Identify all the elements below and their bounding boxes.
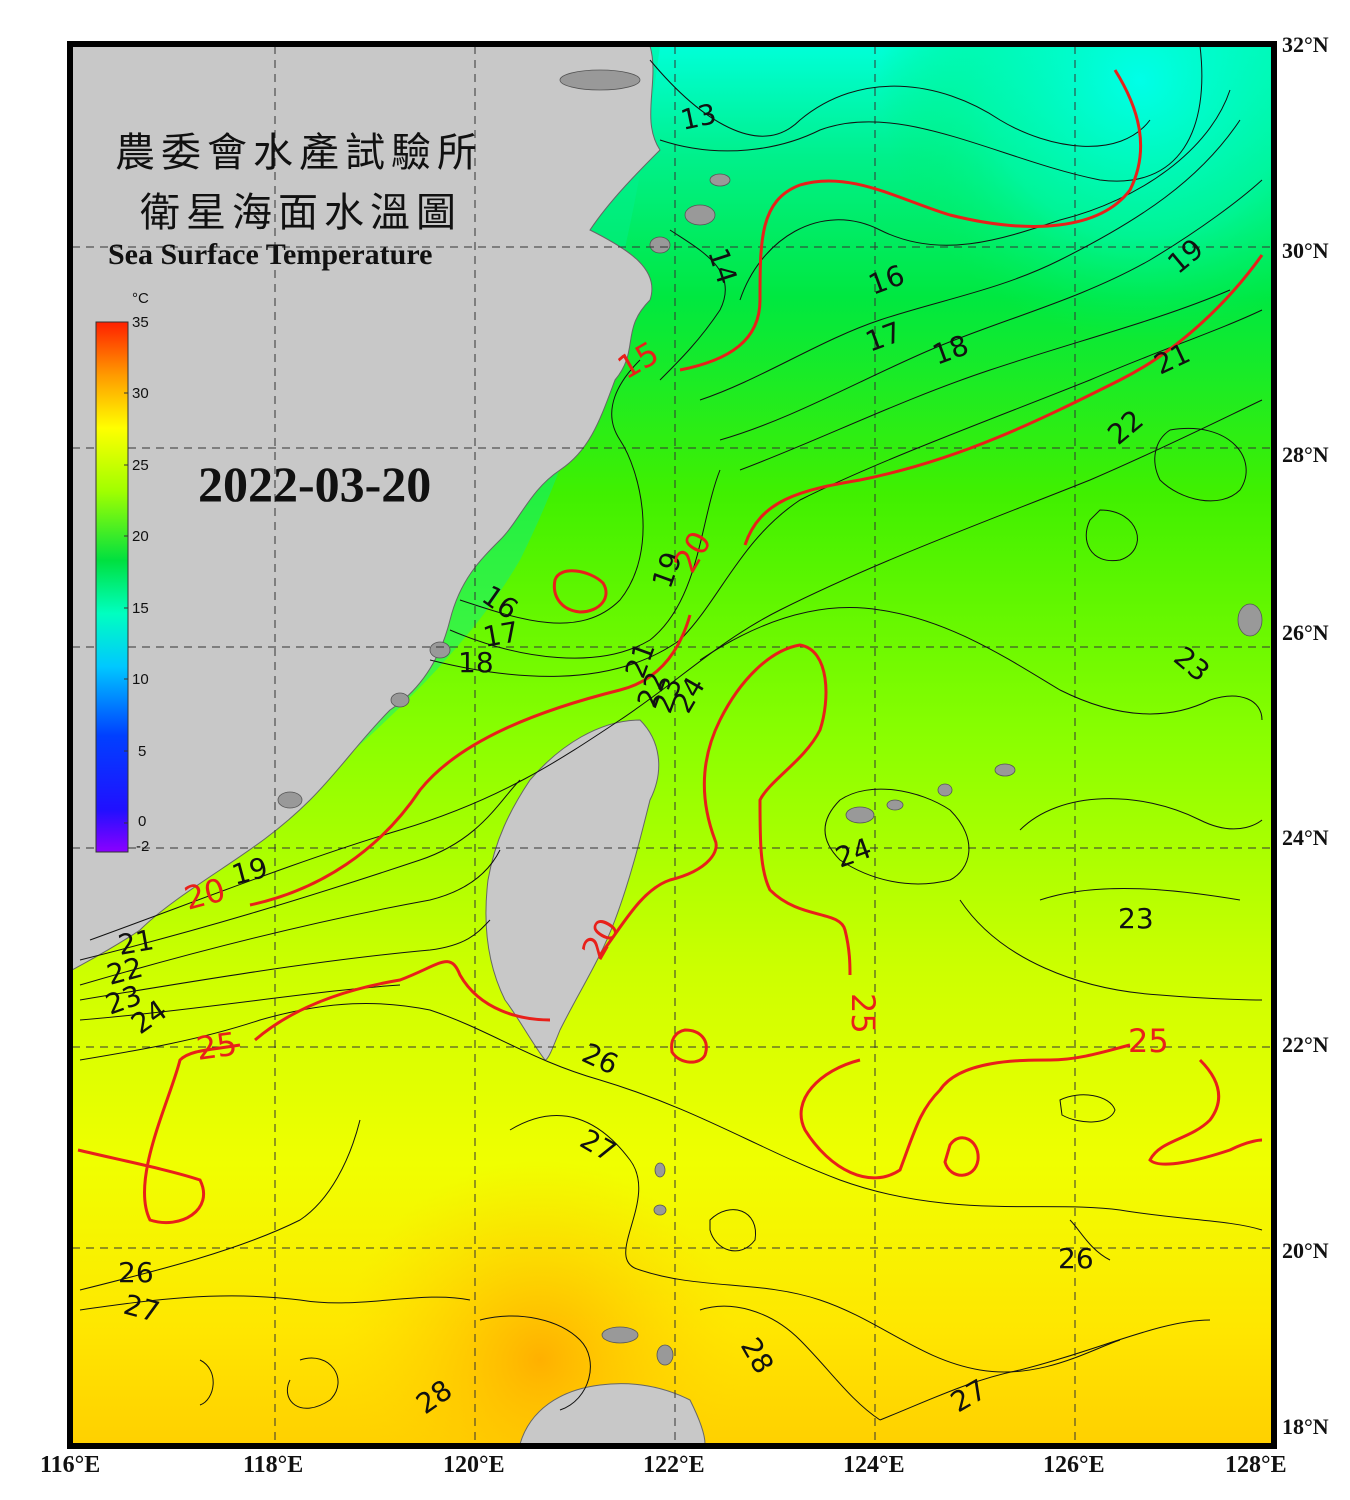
iso-label-red-25: 25 [194, 1025, 240, 1068]
colorbar-tick-30: 30 [132, 385, 149, 402]
iso-label-red-25-b: 25 [844, 993, 882, 1034]
land-luzon [519, 1383, 706, 1444]
colorbar [95, 321, 129, 853]
isotherms-black [79, 46, 1263, 1421]
lat-label-20n: 20°N [1282, 1238, 1329, 1263]
map-frame [67, 41, 1277, 1449]
iso-label-23-d: 23 [1118, 902, 1154, 935]
lat-label-32n: 32°N [1282, 32, 1329, 57]
colorbar-tick-10: 10 [132, 671, 149, 688]
iso-label-17-b: 17 [480, 615, 521, 654]
iso-label-13: 13 [678, 97, 720, 137]
iso-label-26-b: 26 [1058, 1242, 1094, 1275]
iso-label-26-c: 26 [118, 1256, 154, 1289]
title-chinese-line2: 衛星海面水溫圖 [140, 190, 462, 236]
lat-label-22n: 22°N [1282, 1032, 1329, 1057]
lat-label-26n: 26°N [1282, 620, 1329, 645]
iso-label-18-b: 18 [458, 646, 494, 679]
lon-label-118e: 118°E [243, 1452, 304, 1478]
colorbar-tick-20: 20 [132, 528, 149, 545]
lon-label-126e: 126°E [1043, 1452, 1105, 1478]
lon-label-122e: 122°E [643, 1452, 705, 1478]
lat-label-18n: 18°N [1282, 1414, 1329, 1439]
lon-label-116e: 116°E [40, 1452, 101, 1478]
colorbar-tick-15: 15 [132, 600, 149, 617]
colorbar-tick-0: 0 [138, 813, 147, 830]
colorbar-tick-5: 5 [138, 743, 147, 760]
lon-label-128e: 128°E [1225, 1452, 1287, 1478]
colorbar-unit: °C [132, 290, 149, 307]
lon-label-120e: 120°E [443, 1452, 505, 1478]
title-english: Sea Surface Temperature [108, 238, 433, 271]
colorbar-tick-35: 35 [132, 314, 149, 331]
isotherms-red [77, 69, 1264, 1225]
iso-label-21-c: 21 [115, 923, 156, 962]
lat-label-28n: 28°N [1282, 442, 1329, 467]
colorbar-tick-25: 25 [132, 457, 149, 474]
land-mainland [72, 46, 661, 971]
graticule [72, 46, 1272, 1444]
title-chinese-line1: 農委會水產試驗所 [115, 130, 483, 176]
lat-label-24n: 24°N [1282, 825, 1329, 850]
lon-label-124e: 124°E [843, 1452, 905, 1478]
lat-label-30n: 30°N [1282, 238, 1329, 263]
map-date: 2022-03-20 [198, 456, 432, 512]
colorbar-tick-minus2: -2 [136, 838, 150, 855]
colorbar-ticks [124, 321, 128, 824]
iso-label-red-25-c: 25 [1128, 1022, 1169, 1060]
